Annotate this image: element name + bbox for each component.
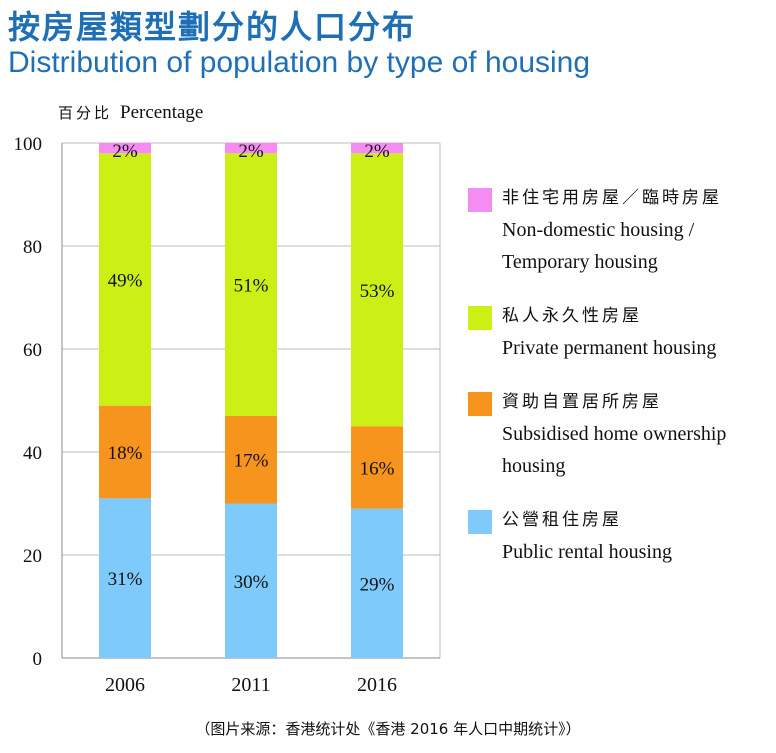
legend-label-chinese: 資助自置居所房屋 bbox=[502, 392, 662, 412]
bar-segment bbox=[225, 415, 277, 504]
y-axis-label-chinese: 百分比 bbox=[58, 104, 113, 122]
source-note: （图片来源：香港统计处《香港 2016 年人口中期统计》） bbox=[195, 720, 581, 738]
legend-swatch-public-rental bbox=[468, 510, 492, 534]
y-tick-label: 100 bbox=[14, 134, 43, 155]
legend: 非住宅用房屋／臨時房屋 Non-domestic housing / Tempo… bbox=[466, 182, 766, 590]
axes: 0 20 40 60 80 100 2006 2011 2016 bbox=[14, 134, 441, 696]
bars bbox=[99, 143, 403, 658]
bar-segment bbox=[225, 503, 277, 658]
data-label: 2% bbox=[364, 141, 390, 162]
legend-label-english: Non-domestic housing / Temporary housing bbox=[502, 219, 695, 273]
legend-item-non-domestic: 非住宅用房屋／臨時房屋 Non-domestic housing / Tempo… bbox=[466, 182, 766, 278]
y-axis-label: 百分比 Percentage bbox=[58, 102, 203, 124]
x-tick-label: 2006 bbox=[105, 674, 145, 696]
data-label: 53% bbox=[360, 281, 395, 302]
y-tick-label: 0 bbox=[33, 649, 43, 670]
y-tick-label: 40 bbox=[23, 443, 42, 464]
chart-title-chinese: 按房屋類型劃分的人口分布 bbox=[8, 8, 417, 46]
bar-segment bbox=[99, 153, 151, 406]
bar-segment bbox=[99, 405, 151, 499]
data-label: 51% bbox=[234, 276, 269, 297]
data-label: 17% bbox=[234, 451, 269, 472]
legend-swatch-subsidised-home-ownership bbox=[468, 392, 492, 416]
data-label: 2% bbox=[238, 141, 264, 162]
data-label: 18% bbox=[108, 443, 143, 464]
x-tick-label: 2011 bbox=[231, 674, 270, 696]
y-tick-label: 20 bbox=[23, 546, 42, 567]
data-label: 30% bbox=[234, 572, 269, 593]
legend-label-chinese: 私人永久性房屋 bbox=[502, 306, 642, 326]
data-label: 16% bbox=[360, 458, 395, 479]
y-tick-label: 80 bbox=[23, 237, 42, 258]
x-tick-label: 2016 bbox=[357, 674, 397, 696]
data-label: 49% bbox=[108, 270, 143, 291]
data-label: 29% bbox=[360, 574, 395, 595]
legend-swatch-private-permanent bbox=[468, 306, 492, 330]
data-labels: 31% 18% 49% 2% 30% 17% 51% 2% 29% 16% 53% 2% bbox=[108, 141, 395, 595]
legend-label-chinese: 非住宅用房屋／臨時房屋 bbox=[502, 188, 722, 208]
legend-swatch-non-domestic bbox=[468, 188, 492, 212]
y-tick-label: 60 bbox=[23, 340, 42, 361]
legend-label-english: Private permanent housing bbox=[502, 337, 717, 359]
bar-segment bbox=[351, 153, 403, 427]
data-label: 31% bbox=[108, 569, 143, 590]
data-label: 2% bbox=[112, 141, 138, 162]
legend-label-english: Public rental housing bbox=[502, 541, 672, 563]
bar-segment bbox=[351, 143, 403, 154]
legend-label-english: Subsidised home ownership housing bbox=[502, 423, 727, 477]
bar-segment bbox=[99, 498, 151, 658]
legend-item-subsidised-home-ownership: 資助自置居所房屋 Subsidised home ownership housi… bbox=[466, 386, 766, 482]
legend-item-public-rental: 公營租住房屋 Public rental housing bbox=[466, 504, 766, 568]
chart-title-english: Distribution of population by type of ho… bbox=[8, 46, 591, 79]
bar-segment bbox=[99, 143, 151, 154]
bar-segment bbox=[225, 143, 277, 154]
bar-segment bbox=[351, 426, 403, 509]
legend-item-private-permanent: 私人永久性房屋 Private permanent housing bbox=[466, 300, 766, 364]
y-axis-label-english: Percentage bbox=[120, 102, 204, 123]
bar-segment bbox=[225, 153, 277, 416]
legend-label-chinese: 公營租住房屋 bbox=[502, 510, 622, 530]
bar-segment bbox=[351, 508, 403, 658]
